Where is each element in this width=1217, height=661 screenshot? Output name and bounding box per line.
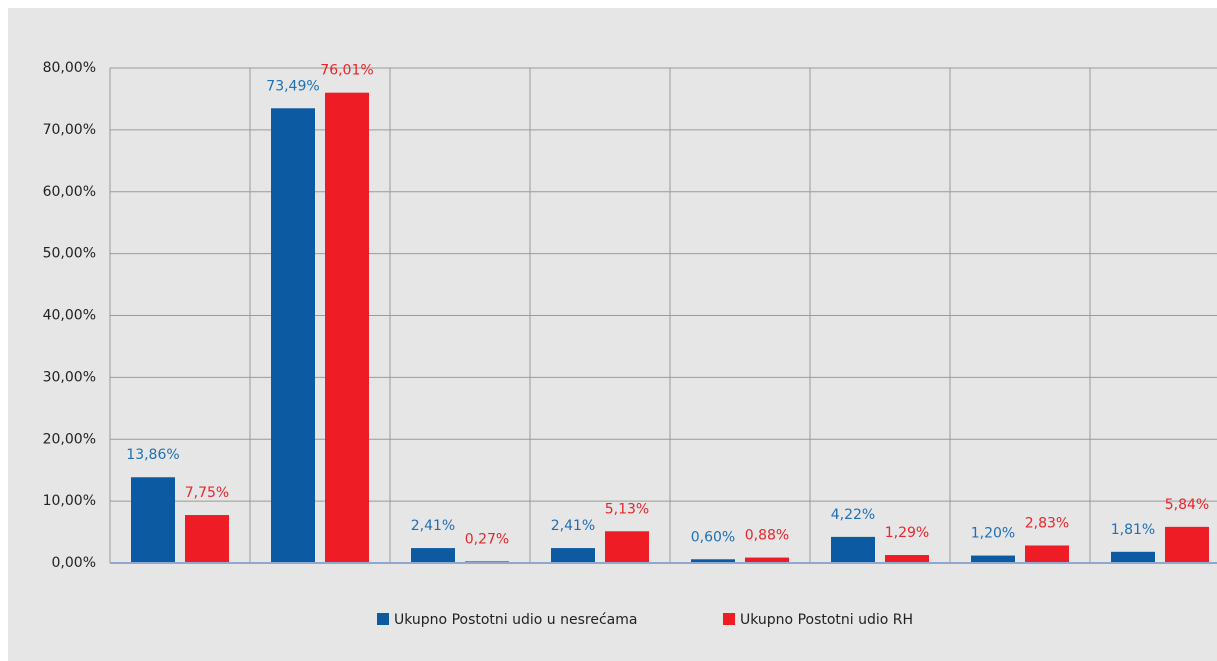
- value-label: 0,60%: [691, 529, 735, 545]
- bar: [325, 92, 369, 564]
- value-label: 2,41%: [411, 518, 455, 534]
- y-tick-label: 50,00%: [43, 246, 96, 262]
- bar: [971, 555, 1015, 563]
- legend-label: Ukupno Postotni udio RH: [740, 612, 913, 628]
- value-label: 1,20%: [971, 526, 1015, 542]
- bar: [1165, 526, 1209, 563]
- value-label: 2,83%: [1025, 515, 1069, 531]
- y-tick-label: 40,00%: [43, 308, 96, 324]
- y-tick-label: 0,00%: [52, 555, 96, 571]
- legend-swatch: [377, 613, 389, 625]
- y-tick-label: 30,00%: [43, 369, 96, 385]
- y-tick-label: 20,00%: [43, 431, 96, 447]
- value-label: 76,01%: [320, 63, 373, 79]
- bar: [1025, 545, 1069, 563]
- bar: [885, 555, 929, 563]
- bar: [131, 477, 175, 563]
- value-label: 0,88%: [745, 528, 789, 544]
- bar: [185, 515, 229, 563]
- value-label: 5,13%: [605, 501, 649, 517]
- bar: [1111, 551, 1155, 563]
- bar: [605, 531, 649, 563]
- y-tick-label: 10,00%: [43, 493, 96, 509]
- value-label: 7,75%: [185, 485, 229, 501]
- value-label: 4,22%: [831, 507, 875, 523]
- bar: [745, 557, 789, 563]
- legend-swatch: [723, 613, 735, 625]
- value-label: 0,27%: [465, 531, 509, 547]
- bar: [691, 559, 735, 563]
- value-label: 73,49%: [266, 78, 319, 94]
- y-tick-label: 70,00%: [43, 122, 96, 138]
- y-tick-label: 80,00%: [43, 60, 96, 76]
- legend-label: Ukupno Postotni udio u nesrećama: [394, 612, 637, 628]
- bar: [831, 536, 875, 563]
- bar: [411, 548, 455, 563]
- value-label: 1,81%: [1111, 522, 1155, 538]
- bar: [271, 108, 315, 563]
- value-label: 5,84%: [1165, 497, 1209, 513]
- y-tick-label: 60,00%: [43, 184, 96, 200]
- bar: [551, 548, 595, 563]
- value-label: 13,86%: [126, 447, 179, 463]
- value-label: 1,29%: [885, 525, 929, 541]
- value-label: 2,41%: [551, 518, 595, 534]
